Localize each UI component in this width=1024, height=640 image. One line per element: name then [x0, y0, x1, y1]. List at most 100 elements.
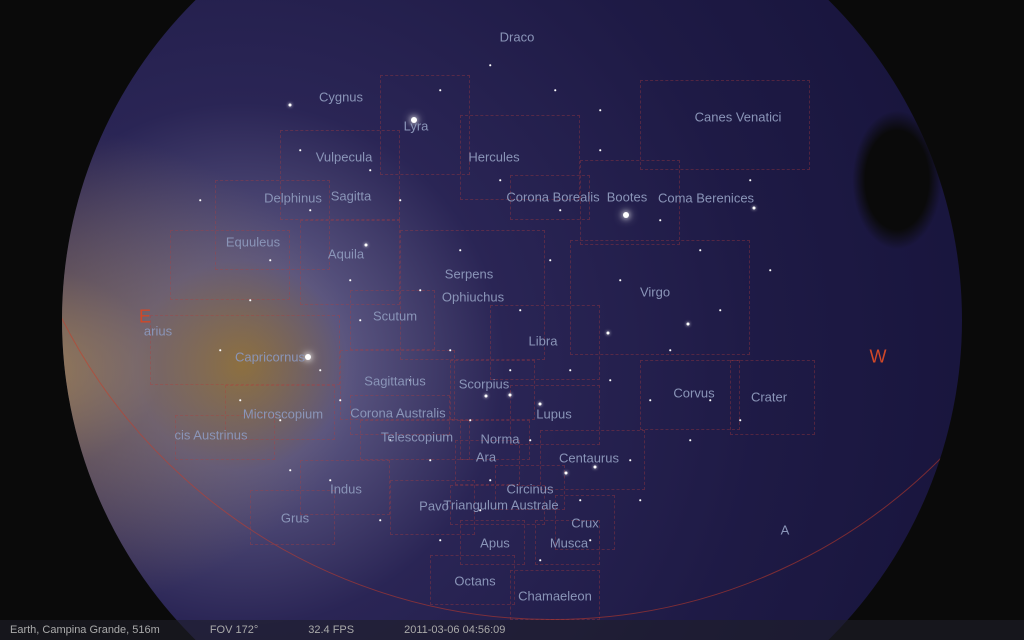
constellation-boundary — [170, 230, 290, 300]
star — [619, 279, 621, 281]
constellation-boundary — [535, 520, 600, 565]
constellation-label: Corona Australis — [350, 406, 445, 421]
constellation-label: Scutum — [373, 309, 417, 324]
constellation-boundary — [540, 430, 645, 490]
star — [629, 459, 631, 461]
star — [753, 207, 756, 210]
sky-viewport[interactable]: DracoCygnusLyraCanes VenaticiVulpeculaHe… — [0, 0, 1024, 640]
constellation-boundary — [510, 385, 600, 445]
star — [649, 399, 651, 401]
constellation-label: Vulpecula — [316, 150, 373, 165]
star — [489, 479, 491, 481]
constellation-boundary — [280, 130, 400, 220]
star — [489, 64, 491, 66]
constellation-label: Cygnus — [319, 90, 363, 105]
sky-dome: DracoCygnusLyraCanes VenaticiVulpeculaHe… — [62, 0, 962, 640]
constellation-label: Telescopium — [381, 430, 453, 445]
star — [249, 299, 251, 301]
constellation-boundary — [450, 485, 545, 525]
star — [599, 149, 601, 151]
star — [769, 269, 771, 271]
constellation-boundary — [570, 240, 750, 355]
star — [699, 249, 701, 251]
star — [299, 149, 301, 151]
constellation-boundary — [400, 230, 545, 360]
constellation-boundary — [350, 290, 435, 350]
star — [349, 279, 351, 281]
star — [669, 349, 671, 351]
constellation-label: Delphinus — [264, 191, 322, 206]
star — [199, 199, 201, 201]
ecliptic-line — [62, 0, 962, 640]
constellation-label: Grus — [281, 511, 309, 526]
star — [279, 419, 281, 421]
star — [687, 323, 690, 326]
constellation-label: cis Austrinus — [175, 428, 248, 443]
star — [309, 209, 311, 211]
constellation-boundary — [730, 360, 815, 435]
star — [569, 369, 571, 371]
star — [579, 499, 581, 501]
constellation-boundary — [215, 180, 330, 270]
constellation-boundary — [510, 175, 590, 220]
star — [594, 466, 597, 469]
constellation-boundary — [640, 360, 740, 430]
star — [559, 209, 561, 211]
star — [289, 469, 291, 471]
constellation-label: Libra — [529, 334, 558, 349]
star — [499, 179, 501, 181]
star — [469, 419, 471, 421]
star — [589, 539, 591, 541]
constellation-boundary — [580, 160, 680, 245]
constellation-boundary — [495, 465, 565, 510]
constellation-boundary — [150, 315, 340, 385]
constellation-boundary — [430, 555, 515, 605]
constellation-boundary — [460, 520, 525, 565]
constellation-label: Circinus — [507, 482, 554, 497]
constellation-label: Crux — [571, 516, 598, 531]
status-datetime: 2011-03-06 04:56:09 — [404, 624, 505, 636]
constellation-boundary — [300, 220, 400, 305]
constellation-label: Equuleus — [226, 235, 280, 250]
cardinal-east: E — [139, 307, 151, 328]
star — [623, 212, 629, 218]
star — [389, 439, 391, 441]
constellation-label: Sagittarius — [364, 374, 425, 389]
star — [449, 349, 451, 351]
constellation-boundary — [250, 490, 335, 545]
constellation-boundary — [555, 495, 615, 550]
constellation-label: Virgo — [640, 285, 670, 300]
constellation-label: Aquila — [328, 247, 364, 262]
constellation-label: Corona Borealis — [506, 190, 599, 205]
star — [409, 379, 411, 381]
constellation-label: A — [781, 523, 790, 538]
constellation-label: Microscopium — [243, 407, 323, 422]
constellation-boundary — [360, 420, 470, 460]
star — [359, 319, 361, 321]
constellation-label: Bootes — [607, 190, 647, 205]
horizon-silhouette — [852, 110, 942, 250]
star — [509, 394, 512, 397]
star — [439, 89, 441, 91]
cardinal-west: W — [870, 347, 887, 368]
star — [429, 459, 431, 461]
star — [689, 439, 691, 441]
star — [269, 259, 271, 261]
constellation-label: Lyra — [404, 119, 429, 134]
star — [709, 399, 711, 401]
star — [365, 244, 368, 247]
constellation-label: Canes Venatici — [695, 110, 782, 125]
constellation-label: Indus — [330, 482, 362, 497]
constellation-label: Sagitta — [331, 189, 371, 204]
constellation-boundary — [450, 360, 535, 420]
constellation-label: Crater — [751, 390, 787, 405]
star — [549, 259, 551, 261]
star — [509, 369, 511, 371]
star — [519, 309, 521, 311]
constellation-label: Capricornus — [235, 350, 305, 365]
constellation-label: Coma Berenices — [658, 191, 754, 206]
star — [439, 539, 441, 541]
constellation-label: Hercules — [468, 150, 519, 165]
star — [369, 169, 371, 171]
constellation-boundary — [490, 305, 600, 380]
